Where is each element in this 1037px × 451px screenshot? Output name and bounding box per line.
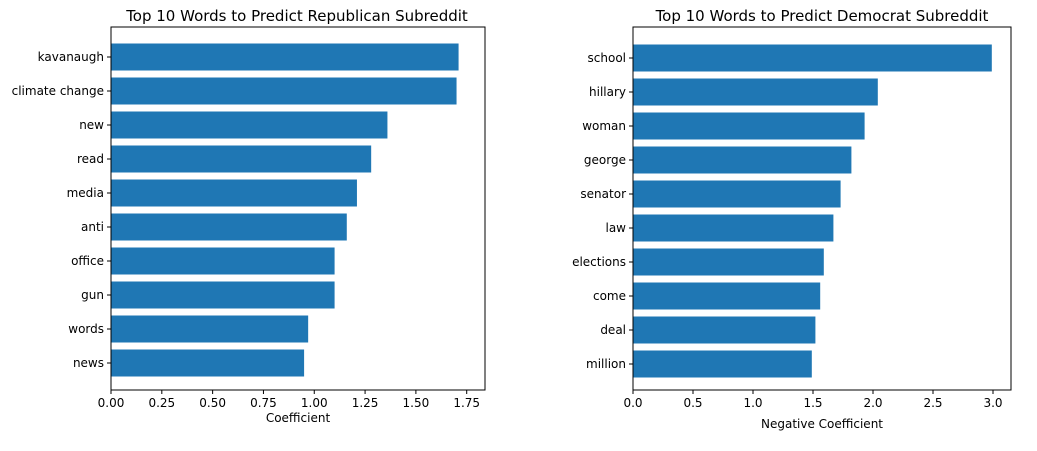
y-tick-label: million	[586, 357, 626, 371]
bar-climate-change	[111, 77, 457, 105]
x-tick-label: 1.25	[352, 396, 379, 410]
bar-read	[111, 145, 372, 173]
x-tick-label: 1.5	[803, 396, 822, 410]
y-tick-label: school	[588, 51, 626, 65]
x-tick-label: 0.0	[623, 396, 642, 410]
bar-elections	[633, 248, 824, 276]
bar-come	[633, 282, 821, 310]
y-tick-label: news	[73, 356, 104, 370]
x-tick-label: 2.5	[923, 396, 942, 410]
x-tick-label: 0.25	[148, 396, 175, 410]
bar-senator	[633, 180, 841, 208]
bar-media	[111, 179, 357, 207]
x-tick-label: 0.00	[98, 396, 125, 410]
bar-kavanaugh	[111, 43, 459, 71]
y-tick-label: deal	[600, 323, 626, 337]
x-tick-label: 1.50	[403, 396, 430, 410]
bar-anti	[111, 213, 347, 241]
y-tick-label: law	[605, 221, 626, 235]
bar-george	[633, 146, 852, 174]
x-tick-labels: 0.00 0.25 0.50 0.75 1.00 1.25 1.50 1.75	[98, 390, 480, 410]
bar-deal	[633, 316, 816, 344]
y-tick-label: senator	[580, 187, 626, 201]
x-tick-label: 1.00	[301, 396, 328, 410]
chart-title: Top 10 Words to Predict Republican Subre…	[125, 7, 468, 25]
bar-woman	[633, 112, 865, 140]
plot-frame	[632, 26, 1012, 391]
y-tick-labels: school hillary woman george senator law electi…	[572, 51, 633, 371]
y-tick-label: woman	[582, 119, 626, 133]
bars-group	[111, 43, 459, 377]
y-tick-label: climate change	[12, 84, 104, 98]
chart-title: Top 10 Words to Predict Democrat Subredd…	[655, 7, 989, 25]
y-tick-label: media	[67, 186, 104, 200]
bar-new	[111, 111, 388, 139]
bar-school	[633, 44, 992, 72]
y-tick-label: office	[71, 254, 104, 268]
y-tick-label: anti	[81, 220, 104, 234]
bar-office	[111, 247, 335, 275]
republican-chart: Top 10 Words to Predict Republican Subre…	[12, 7, 486, 425]
x-axis-label: Coefficient	[266, 411, 331, 425]
y-tick-label: new	[79, 118, 104, 132]
y-tick-label: george	[584, 153, 626, 167]
bar-million	[633, 350, 812, 378]
x-tick-label: 0.5	[683, 396, 702, 410]
bar-law	[633, 214, 834, 242]
x-tick-label: 1.75	[453, 396, 480, 410]
bar-news	[111, 349, 305, 377]
y-tick-label: words	[68, 322, 104, 336]
y-tick-label: elections	[572, 255, 626, 269]
y-tick-label: kavanaugh	[38, 50, 104, 64]
bar-words	[111, 315, 309, 343]
x-tick-labels: 0.0 0.5 1.0 1.5 2.0 2.5 3.0	[623, 390, 1003, 410]
plot-frame	[110, 26, 486, 391]
bar-hillary	[633, 78, 878, 106]
x-tick-label: 1.0	[743, 396, 762, 410]
x-tick-label: 3.0	[983, 396, 1002, 410]
y-tick-label: hillary	[589, 85, 626, 99]
x-tick-label: 0.50	[199, 396, 226, 410]
x-tick-label: 2.0	[863, 396, 882, 410]
x-tick-label: 0.75	[250, 396, 277, 410]
y-tick-label: gun	[81, 288, 104, 302]
democrat-chart: Top 10 Words to Predict Democrat Subredd…	[572, 7, 1012, 431]
y-tick-labels: kavanaugh climate change new read media anti o…	[12, 50, 111, 370]
y-tick-label: read	[77, 152, 104, 166]
bar-gun	[111, 281, 335, 309]
x-axis-label: Negative Coefficient	[761, 417, 883, 431]
y-tick-label: come	[593, 289, 626, 303]
bars-group	[633, 44, 992, 378]
